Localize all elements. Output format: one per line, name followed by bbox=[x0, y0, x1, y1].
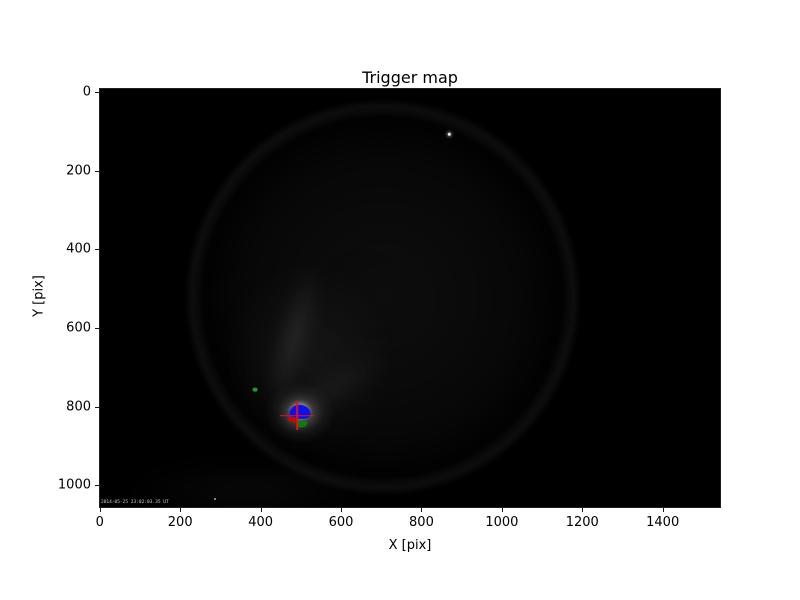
y-tick-label: 1000 bbox=[57, 477, 91, 493]
y-axis-label: Y [pix] bbox=[31, 275, 47, 317]
y-tick-mark bbox=[95, 406, 99, 408]
cloud-band bbox=[119, 463, 379, 508]
y-tick-mark bbox=[95, 249, 99, 251]
x-tick-mark bbox=[421, 508, 423, 512]
y-tick-mark bbox=[95, 91, 99, 93]
marker-faint-dot bbox=[214, 497, 217, 500]
x-tick-mark bbox=[501, 508, 503, 512]
x-tick-label: 200 bbox=[167, 515, 193, 530]
x-tick-label: 1400 bbox=[646, 515, 680, 530]
sky-disk bbox=[99, 88, 721, 508]
x-tick-mark bbox=[260, 508, 262, 512]
plot-area: 2014-05-25 23:02:03.35 UT bbox=[99, 88, 721, 508]
sky-disk-rim bbox=[99, 88, 721, 508]
x-axis-label: X [pix] bbox=[388, 538, 432, 553]
dark-patch bbox=[314, 253, 409, 338]
x-tick-mark bbox=[99, 508, 101, 512]
y-tick-mark bbox=[95, 327, 99, 329]
x-tick-mark bbox=[341, 508, 343, 512]
cross-vertical-bar bbox=[296, 400, 299, 431]
y-tick-label: 600 bbox=[66, 320, 91, 336]
x-tick-label: 1000 bbox=[485, 515, 519, 530]
y-tick-label: 0 bbox=[82, 84, 91, 100]
marker-green-dot bbox=[252, 387, 258, 393]
x-tick-label: 600 bbox=[328, 515, 354, 530]
y-tick-label: 400 bbox=[66, 241, 91, 257]
timestamp-overlay: 2014-05-25 23:02:03.35 UT bbox=[101, 499, 169, 505]
x-tick-label: 400 bbox=[248, 515, 274, 530]
y-tick-label: 800 bbox=[66, 399, 91, 415]
cloud-haze bbox=[189, 218, 429, 498]
y-tick-mark bbox=[95, 170, 99, 172]
x-tick-mark bbox=[582, 508, 584, 512]
x-tick-label: 1200 bbox=[565, 515, 599, 530]
x-tick-mark bbox=[180, 508, 182, 512]
x-tick-mark bbox=[662, 508, 664, 512]
x-tick-label: 800 bbox=[409, 515, 434, 530]
marker-star-dot bbox=[447, 133, 451, 136]
y-tick-mark bbox=[95, 485, 99, 487]
marker-cluster-red bbox=[287, 416, 297, 423]
x-tick-label: 0 bbox=[95, 515, 104, 530]
y-tick-label: 200 bbox=[66, 163, 91, 179]
plot-title: Trigger map bbox=[362, 68, 458, 87]
